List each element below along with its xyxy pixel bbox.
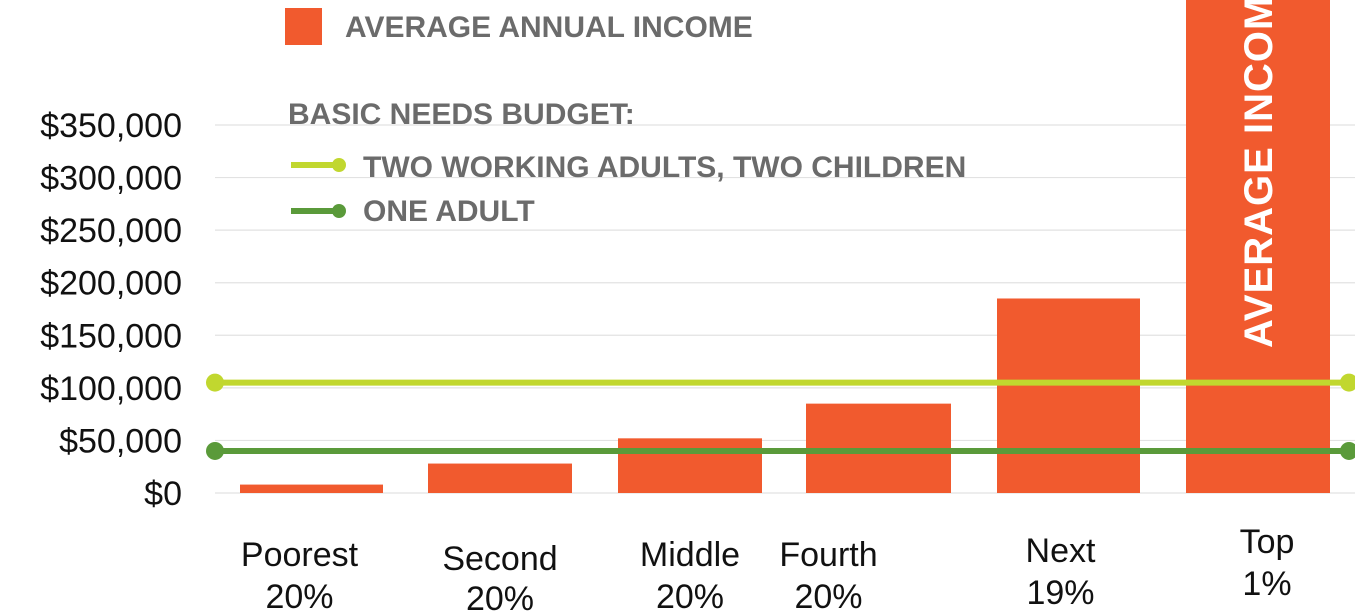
x-tick-label-pct: 20% <box>466 580 534 616</box>
bar <box>618 438 762 493</box>
x-axis-ticks: Poorest20%Second20%Middle20%Fourth20%Nex… <box>241 523 1295 616</box>
y-tick-label: $50,000 <box>59 422 182 460</box>
bar <box>240 484 383 493</box>
x-tick-label-pct: 20% <box>794 578 862 616</box>
x-tick-label-pct: 19% <box>1026 574 1094 612</box>
x-tick-label: Second <box>442 540 557 578</box>
y-tick-label: $100,000 <box>40 370 182 408</box>
legend-two-adults-marker <box>332 158 346 172</box>
x-tick-label: Middle <box>640 536 740 574</box>
bar <box>997 298 1140 493</box>
gridlines <box>215 124 1355 494</box>
y-tick-label: $0 <box>144 475 182 513</box>
legend-one-adult-label: ONE ADULT <box>363 195 535 228</box>
y-tick-label: $250,000 <box>40 212 182 250</box>
y-tick-label: $350,000 <box>40 107 182 145</box>
x-tick-label: Next <box>1026 532 1096 570</box>
x-tick-label-pct: 20% <box>656 578 724 616</box>
y-tick-label: $300,000 <box>40 160 182 198</box>
x-tick-label-pct: 20% <box>265 578 333 616</box>
x-tick-label: Fourth <box>779 536 877 574</box>
one-adult-budget-line-end-marker <box>1340 441 1355 460</box>
legend-income-label: AVERAGE ANNUAL INCOME <box>345 11 753 44</box>
x-tick-label-pct: 1% <box>1242 565 1291 603</box>
two-adults-budget-line-end-marker <box>1340 373 1355 392</box>
y-tick-label: $150,000 <box>40 317 182 355</box>
bars: AVERAGE INCOME <box>240 0 1330 493</box>
legend: AVERAGE ANNUAL INCOME BASIC NEEDS BUDGET… <box>285 8 966 228</box>
legend-two-adults-label: TWO WORKING ADULTS, TWO CHILDREN <box>363 151 966 184</box>
two-adults-budget-line-start-marker <box>206 373 224 392</box>
legend-income-swatch <box>285 8 322 45</box>
top-bar-label: AVERAGE INCOME <box>1237 0 1281 348</box>
one-adult-budget-line-start-marker <box>206 441 224 460</box>
reference-lines <box>206 373 1355 460</box>
bar <box>1186 0 1330 493</box>
y-tick-label: $200,000 <box>40 265 182 303</box>
legend-budget-heading: BASIC NEEDS BUDGET: <box>288 98 635 131</box>
x-tick-label: Top <box>1240 523 1295 561</box>
legend-one-adult-marker <box>332 204 346 218</box>
bar <box>428 463 572 493</box>
x-tick-label: Poorest <box>241 536 359 574</box>
y-axis-ticks: $0 $50,000 $100,000 $150,000 $200,000 $250,00… <box>40 107 182 513</box>
